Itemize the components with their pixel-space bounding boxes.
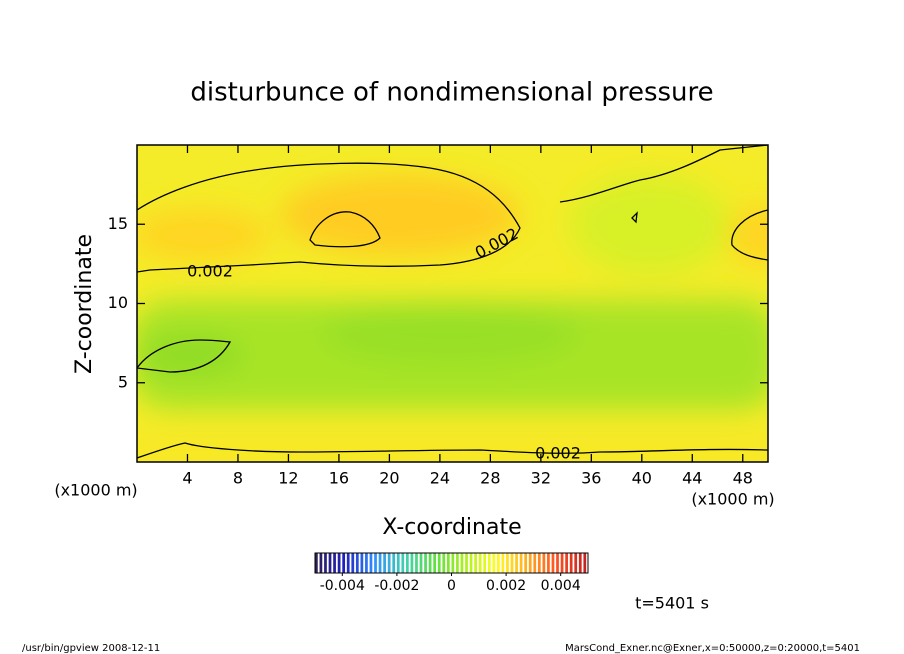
y-axis-title: Z-coordinate xyxy=(72,234,97,374)
colorbar-stripe xyxy=(346,553,350,573)
colorbar-stripe xyxy=(415,553,418,573)
colorbar-stripe xyxy=(360,553,364,573)
colorbar-stripe xyxy=(342,553,346,573)
colorbar-stripe xyxy=(419,553,423,573)
contour-label: 0.002 xyxy=(535,444,581,463)
colorbar-stripe xyxy=(437,553,441,573)
x-tick-label: 20 xyxy=(379,469,399,488)
colorbar-stripe xyxy=(483,553,487,573)
annotation: t=5401 s xyxy=(635,594,709,613)
x-tick-label: 12 xyxy=(278,469,298,488)
y-tick-label: 15 xyxy=(108,214,128,233)
colorbar-stripe xyxy=(510,553,514,573)
colorbar-stripe xyxy=(410,553,414,573)
colorbar-stripe xyxy=(533,553,537,573)
x-tick-label: 36 xyxy=(581,469,601,488)
colorbar-stripe xyxy=(574,553,578,573)
x-tick-label: 24 xyxy=(430,469,450,488)
x-tick-label: 48 xyxy=(733,469,753,488)
contour-lines xyxy=(137,145,768,459)
colorbar-stripe xyxy=(465,553,468,573)
colorbar-stripe xyxy=(506,553,509,573)
colorbar-stripe xyxy=(583,553,587,573)
colorbar-stripe xyxy=(524,553,528,573)
chart-title: disturbunce of nondimensional pressure xyxy=(190,78,713,108)
x-tick-label: 44 xyxy=(682,469,702,488)
colorbar-stripe xyxy=(401,553,405,573)
colorbar-stripe xyxy=(460,553,464,573)
colorbar-tick-label: 0.002 xyxy=(486,578,526,594)
x-tick-label: 8 xyxy=(233,469,243,488)
x-axis-title: X-coordinate xyxy=(382,515,521,540)
colorbar-stripe xyxy=(578,553,582,573)
colorbar-stripe xyxy=(446,553,450,573)
colorbar-tick-label: -0.004 xyxy=(320,578,365,594)
colorbar-stripe xyxy=(365,553,368,573)
colorbar-stripe xyxy=(556,553,559,573)
colorbar-stripe xyxy=(456,553,459,573)
colorbar-stripe xyxy=(487,553,491,573)
colorbar-stripe xyxy=(547,553,550,573)
footer-left: /usr/bin/gpview 2008-12-11 xyxy=(22,643,160,654)
colorbar-stripe xyxy=(501,553,505,573)
colorbar-stripe xyxy=(424,553,427,573)
colorbar-stripe xyxy=(469,553,473,573)
y-tick-label: 5 xyxy=(118,372,128,391)
contour-label: 0.002 xyxy=(187,262,233,281)
colorbar-tick-label: -0.002 xyxy=(374,578,419,594)
colorbar-stripe xyxy=(319,553,323,573)
colorbar-stripe xyxy=(492,553,496,573)
colorbar-stripe xyxy=(328,553,332,573)
colorbar-stripe xyxy=(478,553,482,573)
colorbar-stripe xyxy=(519,553,523,573)
colorbar-stripe xyxy=(324,553,327,573)
footer-right: MarsCond_Exner.nc@Exner,x=0:50000,z=0:20… xyxy=(565,643,860,654)
colorbar-stripe xyxy=(383,553,386,573)
colorbar-stripe xyxy=(537,553,541,573)
colorbar-stripe xyxy=(337,553,341,573)
colorbar-stripe xyxy=(396,553,400,573)
colorbar-tick-label: 0.004 xyxy=(541,578,581,594)
colorbar-stripe xyxy=(351,553,355,573)
colorbar-stripe xyxy=(355,553,359,573)
colorbar-stripe xyxy=(497,553,500,573)
y-tick-label: 10 xyxy=(108,293,128,312)
x-tick-label: 28 xyxy=(480,469,500,488)
x-tick-label: 4 xyxy=(182,469,192,488)
colorbar-stripe xyxy=(406,553,409,573)
colorbar-stripe xyxy=(442,553,446,573)
colorbar-stripe xyxy=(560,553,564,573)
colorbar-stripe xyxy=(515,553,518,573)
colorbar-stripe xyxy=(369,553,373,573)
x-tick-label: 32 xyxy=(531,469,551,488)
colorbar-stripe xyxy=(528,553,532,573)
x-unit-label: (x1000 m) xyxy=(691,490,774,509)
colorbar-stripe xyxy=(551,553,555,573)
x-unit-label: (x1000 m) xyxy=(54,481,137,500)
field xyxy=(137,145,768,462)
colorbar-stripe xyxy=(542,553,546,573)
colorbar-stripe xyxy=(569,553,573,573)
colorbar-stripe xyxy=(374,553,377,573)
x-tick-label: 40 xyxy=(632,469,652,488)
x-tick-label: 16 xyxy=(329,469,349,488)
colorbar-stripe xyxy=(565,553,568,573)
colorbar-stripe xyxy=(428,553,432,573)
colorbar-stripe xyxy=(387,553,391,573)
colorbar-stripe xyxy=(474,553,477,573)
colorbar-stripe xyxy=(392,553,396,573)
colorbar-stripe xyxy=(451,553,455,573)
colorbar-stripe xyxy=(333,553,336,573)
colorbar-stripe xyxy=(315,553,318,573)
colorbar-tick-label: 0 xyxy=(447,578,456,594)
colorbar-stripe xyxy=(378,553,382,573)
colorbar-stripe xyxy=(433,553,437,573)
